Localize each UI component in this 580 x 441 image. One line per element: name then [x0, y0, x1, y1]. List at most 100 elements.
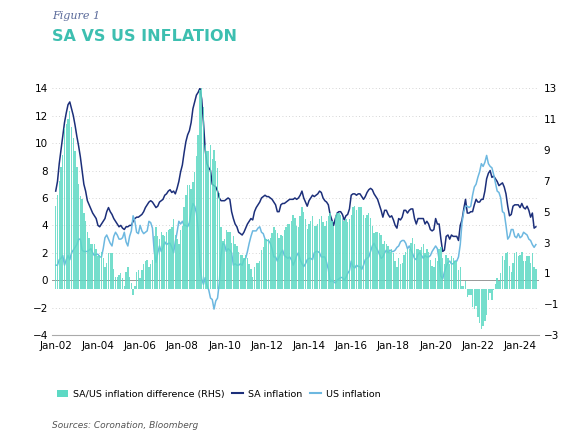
Bar: [359, 207, 361, 289]
Bar: [254, 267, 255, 289]
Bar: [78, 184, 79, 289]
Bar: [76, 167, 78, 289]
Bar: [350, 215, 352, 289]
Bar: [433, 267, 434, 289]
Bar: [190, 189, 192, 289]
Bar: [188, 185, 190, 289]
Bar: [185, 195, 187, 289]
Text: Figure 1: Figure 1: [52, 11, 100, 21]
Bar: [62, 155, 63, 289]
Bar: [326, 221, 327, 289]
Bar: [347, 223, 349, 289]
Bar: [259, 261, 260, 289]
Legend: SA/US inflation difference (RHS), SA inflation, US inflation: SA/US inflation difference (RHS), SA inf…: [57, 389, 380, 399]
Bar: [386, 244, 387, 289]
Bar: [173, 220, 174, 289]
Bar: [271, 233, 273, 289]
Bar: [248, 264, 250, 289]
Bar: [491, 289, 492, 300]
Bar: [200, 90, 201, 289]
Bar: [180, 230, 182, 289]
Bar: [57, 195, 58, 289]
Bar: [132, 289, 134, 295]
Bar: [96, 249, 97, 289]
Bar: [273, 227, 274, 289]
Bar: [208, 152, 209, 289]
Bar: [343, 221, 345, 289]
Bar: [294, 218, 296, 289]
Bar: [372, 226, 373, 289]
Bar: [314, 226, 315, 289]
Bar: [222, 241, 223, 289]
Bar: [238, 252, 240, 289]
Bar: [241, 255, 243, 289]
Bar: [104, 267, 106, 289]
Bar: [368, 213, 369, 289]
Bar: [500, 273, 501, 289]
Bar: [423, 244, 424, 289]
Bar: [461, 286, 463, 289]
Bar: [466, 289, 468, 297]
Bar: [120, 273, 121, 289]
Bar: [192, 183, 194, 289]
Bar: [64, 128, 65, 289]
Bar: [287, 224, 289, 289]
Bar: [264, 239, 266, 289]
Bar: [516, 252, 517, 289]
Bar: [335, 216, 336, 289]
Bar: [292, 215, 294, 289]
Bar: [319, 220, 320, 289]
Bar: [528, 257, 530, 289]
Bar: [148, 267, 150, 289]
Bar: [354, 206, 356, 289]
Bar: [316, 226, 317, 289]
Bar: [130, 283, 132, 289]
Bar: [268, 239, 269, 289]
Bar: [213, 150, 215, 289]
Bar: [117, 277, 118, 289]
Bar: [449, 264, 451, 289]
Bar: [277, 233, 278, 289]
Bar: [217, 168, 218, 289]
Bar: [155, 227, 157, 289]
Bar: [278, 238, 280, 289]
Bar: [488, 289, 489, 300]
Bar: [521, 252, 523, 289]
Bar: [370, 218, 371, 289]
Bar: [261, 250, 262, 289]
Bar: [498, 281, 499, 289]
Bar: [90, 244, 92, 289]
Bar: [201, 86, 202, 289]
Bar: [458, 270, 459, 289]
Bar: [495, 284, 496, 289]
Bar: [210, 145, 211, 289]
Bar: [535, 269, 536, 289]
Bar: [445, 255, 447, 289]
Bar: [349, 220, 350, 289]
Bar: [447, 258, 449, 289]
Bar: [236, 246, 238, 289]
Bar: [275, 230, 276, 289]
Bar: [289, 224, 291, 289]
Bar: [164, 236, 165, 289]
Bar: [357, 207, 359, 289]
Bar: [166, 232, 167, 289]
Bar: [168, 230, 169, 289]
Bar: [396, 267, 398, 289]
Bar: [161, 232, 162, 289]
Bar: [401, 263, 403, 289]
Bar: [502, 257, 503, 289]
Bar: [124, 286, 125, 289]
Bar: [141, 270, 143, 289]
Bar: [405, 252, 407, 289]
Bar: [329, 213, 331, 289]
Bar: [215, 161, 216, 289]
Bar: [301, 207, 303, 289]
Bar: [226, 230, 227, 289]
Bar: [416, 249, 417, 289]
Bar: [306, 228, 308, 289]
Bar: [444, 264, 445, 289]
Bar: [532, 253, 533, 289]
Bar: [510, 272, 512, 289]
Bar: [234, 244, 236, 289]
